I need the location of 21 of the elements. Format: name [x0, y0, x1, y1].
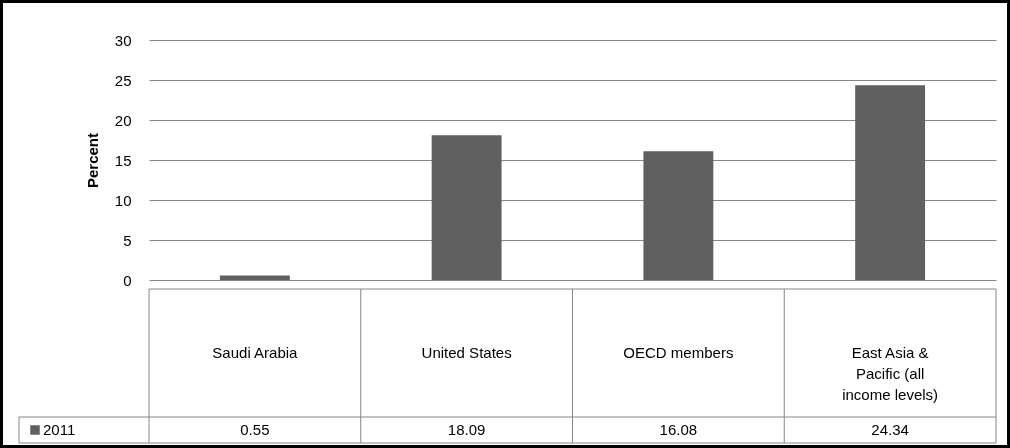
y-tick-label: 10	[114, 191, 132, 209]
data-label: 24.34	[871, 421, 909, 438]
x-tick-label: Saudi Arabia	[212, 344, 299, 361]
bar	[219, 275, 290, 280]
y-tick-label: 15	[114, 151, 132, 169]
y-tick-label: 30	[114, 31, 132, 49]
x-tick-label: United States	[421, 344, 512, 361]
data-label: 0.55	[240, 421, 270, 438]
bar	[855, 85, 926, 280]
data-label: 18.09	[447, 421, 486, 438]
y-tick-label: 5	[123, 231, 132, 249]
y-tick-label: 0	[123, 271, 132, 289]
bar	[431, 135, 502, 280]
y-tick-label: 20	[114, 111, 132, 129]
data-label: 16.08	[659, 421, 698, 438]
y-tick-label: 25	[114, 71, 132, 89]
x-tick-label: OECD members	[623, 344, 734, 361]
legend-label: 2011	[43, 421, 76, 438]
x-tick-label: East Asia & Pacific (all income levels)	[842, 344, 939, 403]
y-axis-title: Percent	[83, 132, 101, 189]
bar	[643, 151, 714, 280]
